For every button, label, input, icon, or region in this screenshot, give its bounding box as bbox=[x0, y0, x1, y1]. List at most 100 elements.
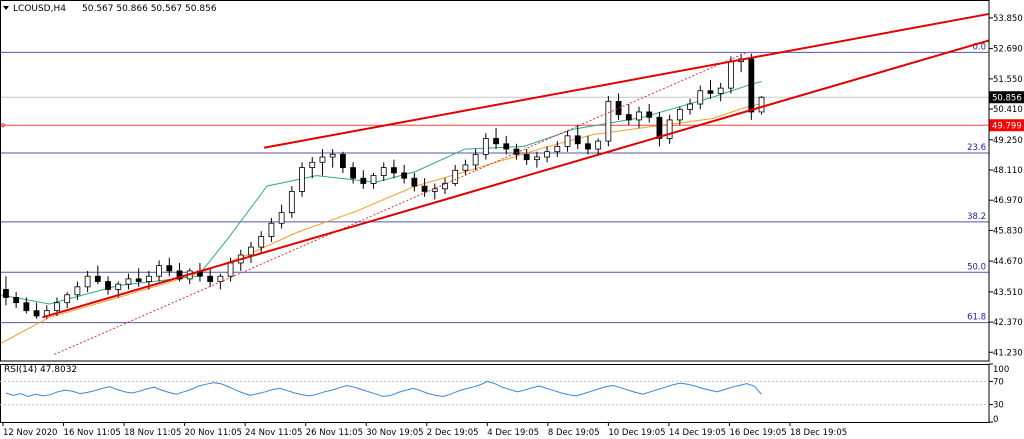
bear-candle-body bbox=[339, 153, 346, 169]
candle bbox=[554, 141, 561, 158]
bull-candle-body bbox=[115, 283, 122, 290]
x-tick-label: 4 Dec 19:05 bbox=[487, 428, 539, 438]
candle bbox=[615, 93, 622, 120]
candle bbox=[605, 96, 612, 147]
candle bbox=[156, 260, 162, 282]
bull-candle-body bbox=[370, 175, 377, 184]
bull-candle-body bbox=[268, 222, 275, 237]
bear-candle-body bbox=[94, 275, 101, 282]
y-tick-label: 53.850 bbox=[993, 14, 1023, 24]
bear-candle-body bbox=[411, 177, 418, 187]
bull-candle-body bbox=[217, 275, 224, 282]
bull-candle-body bbox=[125, 278, 132, 285]
candle bbox=[94, 265, 101, 285]
bear-candle-body bbox=[391, 167, 397, 174]
x-tick-label: 12 Nov 2020 bbox=[3, 428, 57, 438]
candle bbox=[288, 186, 295, 218]
candle bbox=[166, 257, 173, 277]
y-tick-label: 45.830 bbox=[993, 226, 1023, 236]
x-tick-label: 16 Dec 19:05 bbox=[729, 428, 786, 438]
bear-candle-body bbox=[23, 302, 30, 312]
bull-candle-body bbox=[74, 286, 81, 296]
bear-candle-body bbox=[176, 270, 183, 280]
rsi-label: RSI(14) 47.8032 bbox=[4, 365, 77, 375]
bull-candle-body bbox=[278, 212, 285, 224]
rsi-tick-label: 0 bbox=[993, 415, 998, 425]
bear-candle-body bbox=[523, 153, 530, 161]
bear-candle-body bbox=[748, 58, 755, 113]
candle bbox=[258, 231, 265, 253]
candle bbox=[299, 162, 305, 197]
candle bbox=[472, 149, 479, 171]
candle bbox=[64, 292, 71, 309]
candle bbox=[370, 172, 377, 189]
bull-candle-body bbox=[687, 103, 693, 110]
x-tick-label: 18 Nov 11:05 bbox=[124, 428, 181, 438]
bull-candle-body bbox=[727, 61, 734, 89]
candle bbox=[23, 297, 30, 314]
candle bbox=[636, 106, 642, 128]
channel-upper-line bbox=[263, 12, 990, 149]
candle bbox=[339, 151, 346, 173]
bear-candle-body bbox=[656, 116, 663, 139]
x-tick-label: 16 Nov 11:05 bbox=[64, 428, 121, 438]
bear-candle-body bbox=[207, 275, 214, 282]
candle bbox=[278, 204, 285, 229]
bear-candle-body bbox=[360, 177, 367, 184]
y-tick-label: 48.110 bbox=[993, 166, 1023, 176]
y-tick-label: 49.250 bbox=[993, 136, 1023, 146]
x-tick-label: 20 Nov 11:05 bbox=[185, 428, 242, 438]
candle bbox=[676, 106, 683, 126]
bull-candle-body bbox=[288, 191, 295, 214]
bear-candle-body bbox=[33, 310, 40, 317]
bull-candle-body bbox=[636, 111, 642, 121]
bull-candle-body bbox=[595, 140, 602, 150]
y-tick-label: 52.690 bbox=[993, 45, 1023, 55]
candle bbox=[482, 133, 489, 160]
bull-candle-body bbox=[482, 138, 489, 155]
fib-level-label: 50.0 bbox=[967, 262, 986, 272]
bull-candle-body bbox=[717, 87, 724, 94]
x-tick-label: 2 Dec 19:05 bbox=[427, 428, 479, 438]
candle bbox=[707, 80, 714, 99]
candle bbox=[544, 146, 551, 163]
rsi-panel-frame bbox=[0, 364, 990, 423]
candle bbox=[248, 241, 254, 263]
x-tick-label: 26 Nov 11:05 bbox=[306, 428, 363, 438]
bull-candle-body bbox=[666, 119, 673, 139]
candle bbox=[74, 281, 81, 301]
candle bbox=[391, 159, 397, 179]
bull-candle-body bbox=[227, 262, 234, 277]
bull-candle-body bbox=[329, 153, 336, 158]
bull-candle-body bbox=[258, 236, 265, 248]
bull-candle-body bbox=[156, 265, 162, 277]
y-tick-label: 44.670 bbox=[993, 257, 1023, 267]
candle bbox=[503, 135, 510, 155]
candle bbox=[717, 82, 724, 102]
candle bbox=[523, 149, 530, 165]
symbol-menu-icon[interactable] bbox=[3, 6, 9, 10]
candle bbox=[666, 114, 673, 144]
candle bbox=[758, 96, 765, 115]
candle bbox=[646, 104, 653, 123]
x-tick-label: 8 Dec 19:05 bbox=[548, 428, 600, 438]
bear-candle-body bbox=[13, 297, 20, 304]
candle bbox=[574, 125, 581, 150]
rsi-line bbox=[5, 380, 762, 398]
rsi-tick-label: 30 bbox=[993, 401, 1004, 411]
y-tick-label: 42.370 bbox=[993, 318, 1023, 328]
candle bbox=[33, 302, 40, 319]
candle bbox=[442, 178, 448, 195]
candle bbox=[309, 157, 316, 179]
x-tick-label: 24 Nov 11:05 bbox=[245, 428, 302, 438]
candle bbox=[380, 162, 387, 181]
bear-candle-body bbox=[625, 114, 632, 121]
bull-candle-body bbox=[697, 90, 704, 105]
candle bbox=[431, 183, 438, 200]
bull-candle-body bbox=[299, 167, 305, 192]
bull-candle-body bbox=[472, 153, 479, 166]
rsi-tick-label: 70 bbox=[993, 377, 1004, 387]
bull-candle-body bbox=[605, 100, 612, 142]
candle bbox=[84, 270, 91, 293]
